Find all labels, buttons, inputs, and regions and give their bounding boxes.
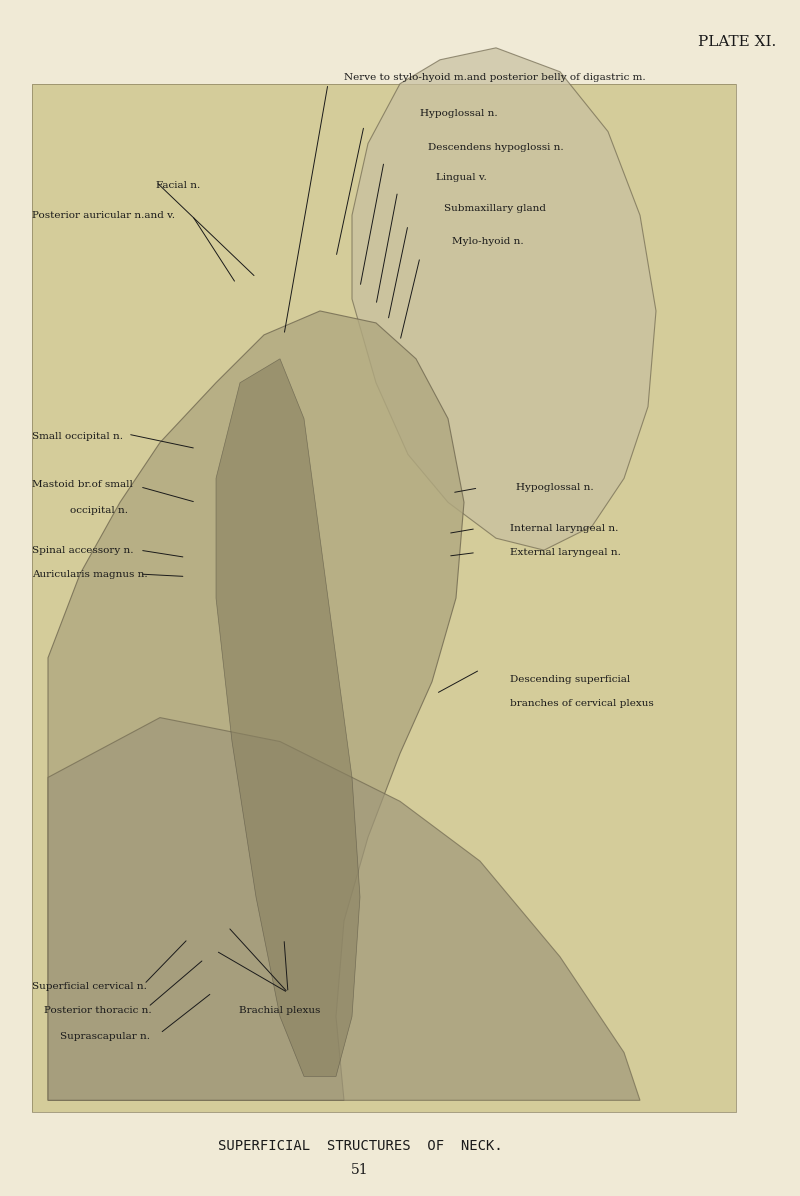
Text: Mastoid br.of small: Mastoid br.of small xyxy=(32,480,133,489)
Text: Suprascapular n.: Suprascapular n. xyxy=(60,1032,150,1042)
Text: Facial n.: Facial n. xyxy=(156,181,200,190)
Text: branches of cervical plexus: branches of cervical plexus xyxy=(510,698,654,708)
Text: Descendens hypoglossi n.: Descendens hypoglossi n. xyxy=(428,142,564,152)
Text: Descending superficial: Descending superficial xyxy=(510,675,630,684)
Text: 51: 51 xyxy=(351,1163,369,1177)
Text: SUPERFICIAL  STRUCTURES  OF  NECK.: SUPERFICIAL STRUCTURES OF NECK. xyxy=(218,1139,502,1153)
Text: Mylo-hyoid n.: Mylo-hyoid n. xyxy=(452,237,524,246)
Bar xyxy=(32,84,736,1112)
Text: Posterior thoracic n.: Posterior thoracic n. xyxy=(44,1006,152,1015)
Text: PLATE XI.: PLATE XI. xyxy=(698,35,776,49)
Text: Small occipital n.: Small occipital n. xyxy=(32,432,123,441)
Bar xyxy=(32,84,736,1112)
Polygon shape xyxy=(352,48,656,550)
Text: Internal laryngeal n.: Internal laryngeal n. xyxy=(510,524,618,533)
Text: Posterior auricular n.and v.: Posterior auricular n.and v. xyxy=(32,210,175,220)
Polygon shape xyxy=(216,359,360,1076)
Polygon shape xyxy=(48,718,640,1100)
Text: Lingual v.: Lingual v. xyxy=(436,172,486,182)
Text: Hypoglossal n.: Hypoglossal n. xyxy=(420,109,498,118)
Text: Spinal accessory n.: Spinal accessory n. xyxy=(32,545,134,555)
Polygon shape xyxy=(48,311,464,1100)
Text: Auricularis magnus n.: Auricularis magnus n. xyxy=(32,569,148,579)
Text: Nerve to stylo-hyoid m.and posterior belly of digastric m.: Nerve to stylo-hyoid m.and posterior bel… xyxy=(344,73,646,83)
Text: occipital n.: occipital n. xyxy=(70,506,128,515)
Text: External laryngeal n.: External laryngeal n. xyxy=(510,548,622,557)
Text: Hypoglossal n.: Hypoglossal n. xyxy=(516,483,594,493)
Text: Submaxillary gland: Submaxillary gland xyxy=(444,203,546,213)
Text: Brachial plexus: Brachial plexus xyxy=(239,1006,321,1015)
Text: Superficial cervical n.: Superficial cervical n. xyxy=(32,982,147,991)
